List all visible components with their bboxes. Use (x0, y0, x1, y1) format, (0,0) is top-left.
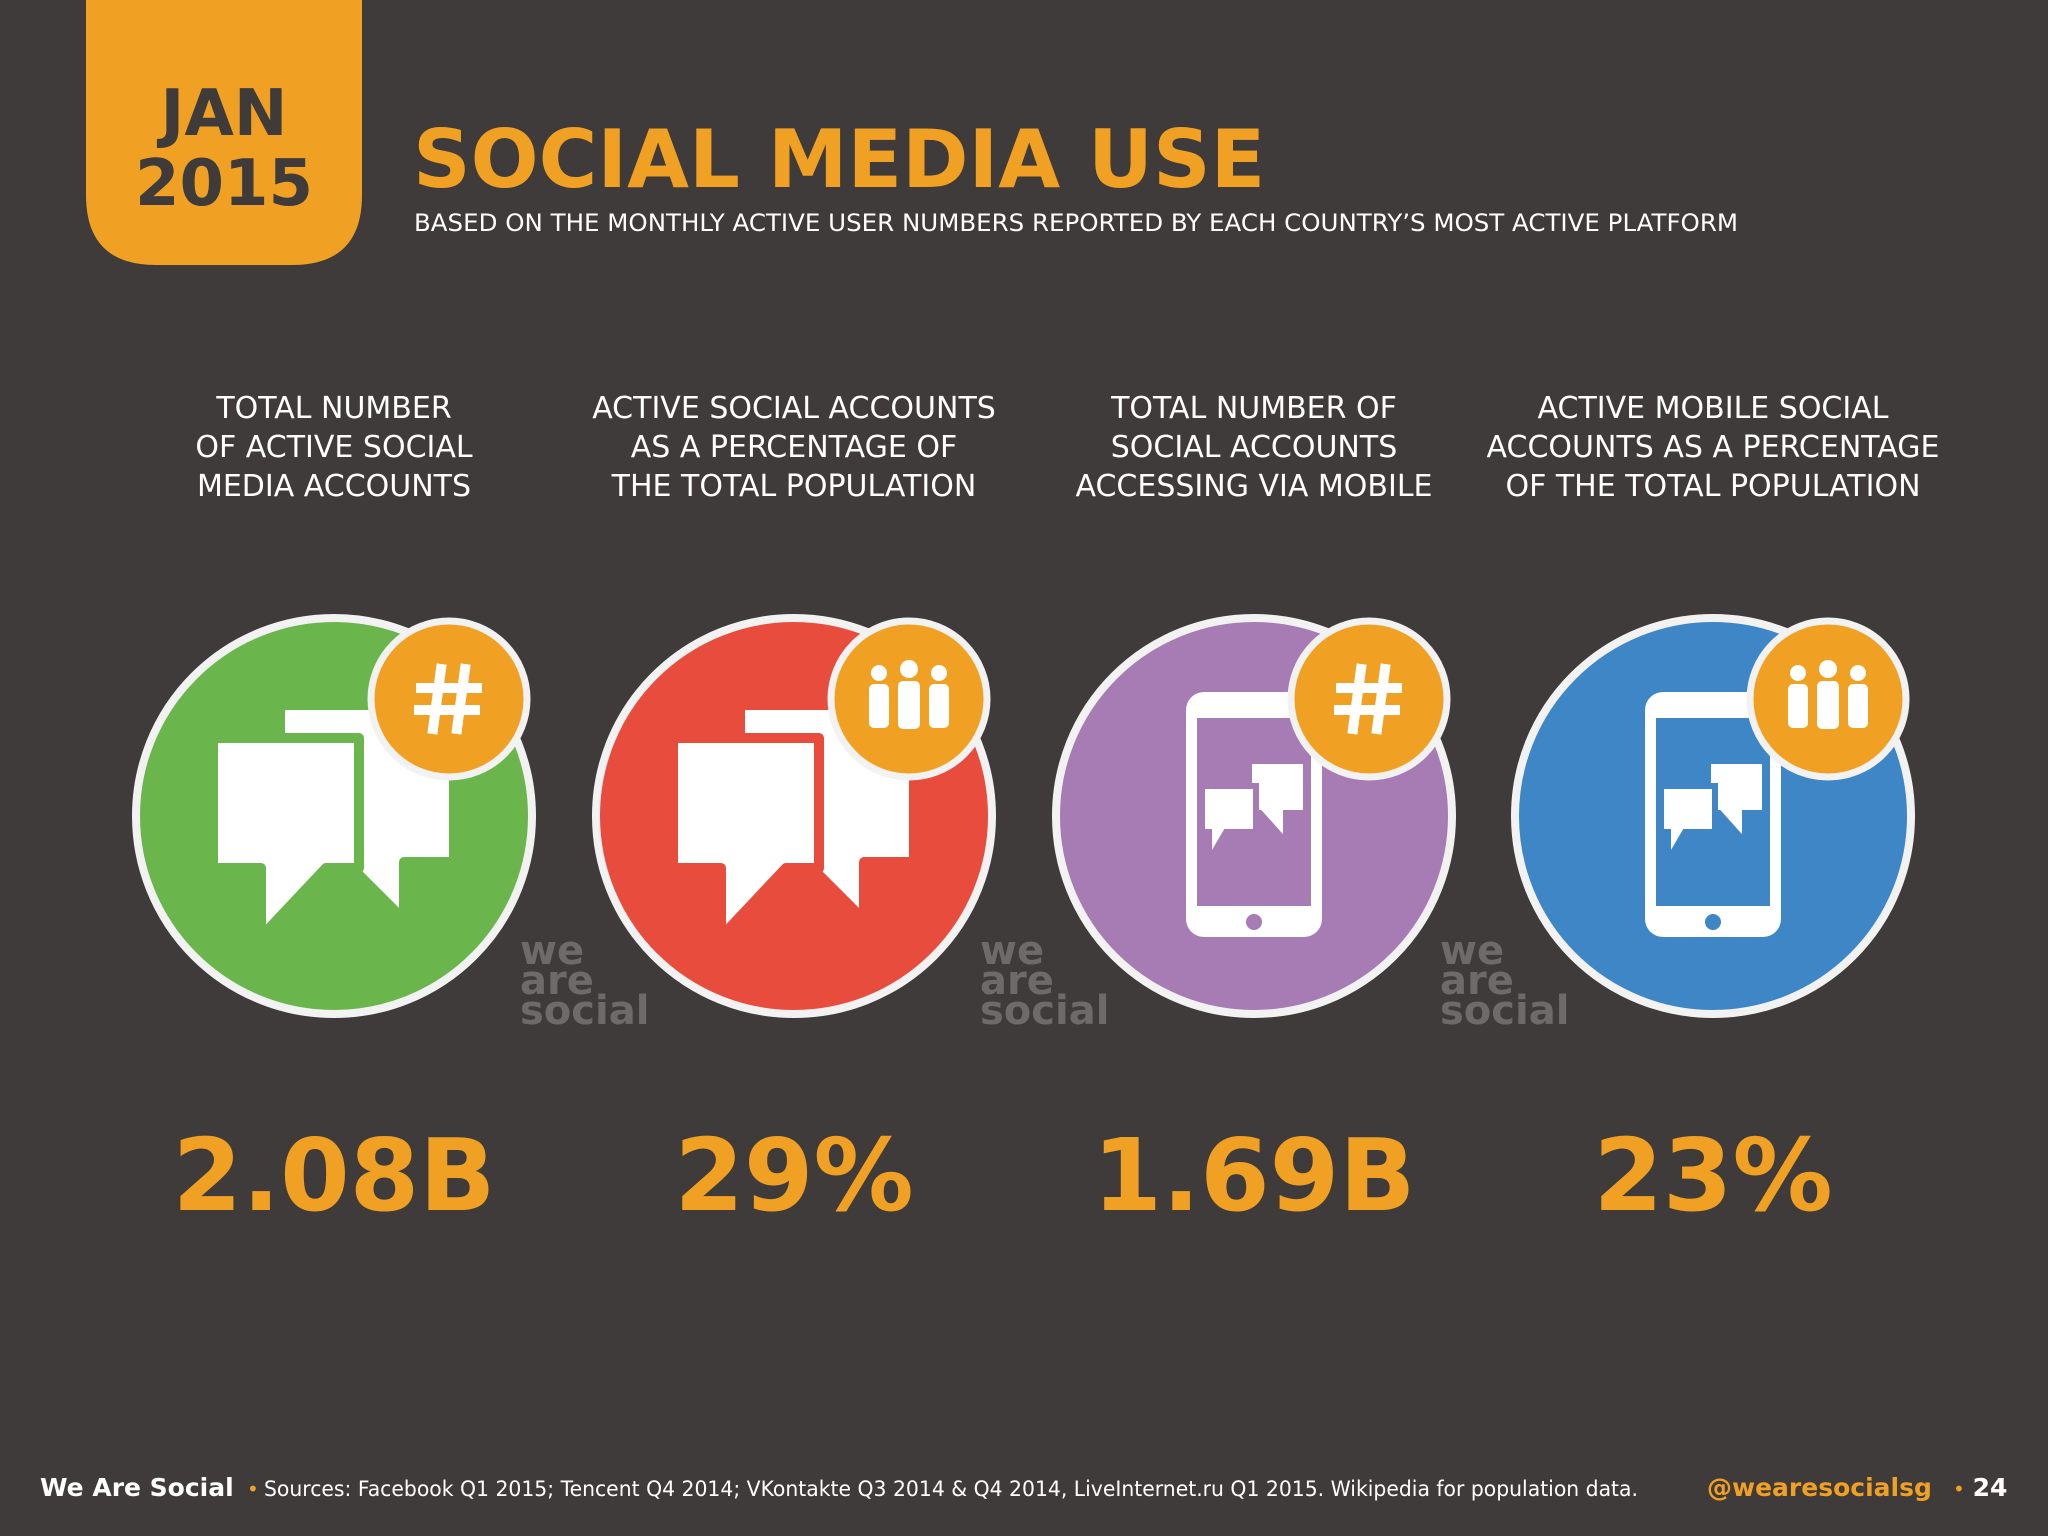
stat-label: AS A PERCENTAGE OF (631, 430, 958, 465)
watermark: social (980, 988, 1109, 1034)
stat-label: OF ACTIVE SOCIAL (195, 430, 473, 465)
title: SOCIAL MEDIA USE (413, 113, 1265, 206)
stat-value: 2.08B (173, 1117, 496, 1234)
page-number: 24 (1973, 1473, 2008, 1502)
stat-value: 29% (674, 1117, 913, 1234)
icon-badge (1287, 617, 1451, 781)
watermark: are (520, 958, 594, 1004)
footer-separator: • (247, 1477, 259, 1501)
footer-brand: We Are Social (40, 1473, 234, 1502)
stat-value: 1.69B (1093, 1117, 1416, 1234)
stat-label: THE TOTAL POPULATION (611, 469, 977, 504)
stat-label: MEDIA ACCOUNTS (197, 469, 471, 504)
stat-label: SOCIAL ACCOUNTS (1111, 430, 1398, 465)
stat-label: ACTIVE SOCIAL ACCOUNTS (592, 391, 996, 426)
badge-icon (869, 660, 949, 729)
stat-label: TOTAL NUMBER OF (1110, 391, 1397, 426)
stat-label: OF THE TOTAL POPULATION (1505, 469, 1920, 504)
stat-label: ACCESSING VIA MOBILE (1075, 469, 1432, 504)
stat-value: 23% (1593, 1117, 1832, 1234)
stat-label: ACTIVE MOBILE SOCIAL (1538, 391, 1889, 426)
stat-label: TOTAL NUMBER (215, 391, 451, 426)
footer-handle: @wearesocialsg (1707, 1473, 1932, 1502)
badge-icon (1788, 660, 1868, 729)
watermark: are (980, 958, 1054, 1004)
footer-sources: Sources: Facebook Q1 2015; Tencent Q4 20… (264, 1477, 1638, 1501)
watermark: we (980, 928, 1044, 974)
icon-badge (367, 617, 531, 781)
stat-label: ACCOUNTS AS A PERCENTAGE (1487, 430, 1940, 465)
subtitle: BASED ON THE MONTHLY ACTIVE USER NUMBERS… (414, 209, 1738, 237)
watermark: social (520, 988, 649, 1034)
footer-separator: • (1953, 1477, 1965, 1501)
watermark: we (520, 928, 584, 974)
watermark: we (1440, 928, 1504, 974)
date-badge (86, 0, 362, 265)
badge-year: 2015 (135, 147, 313, 221)
stat-columns: TOTAL NUMBER OF ACTIVE SOCIAL MEDIA ACCOUN… (132, 391, 1940, 1234)
badge-month: JAN (157, 77, 288, 151)
watermark: social (1440, 988, 1569, 1034)
watermark: are (1440, 958, 1514, 1004)
